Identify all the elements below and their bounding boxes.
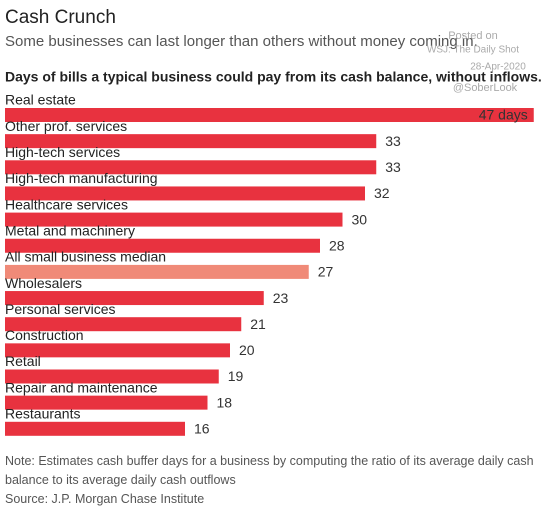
value-label: 28 [329, 237, 345, 253]
category-label: All small business median [5, 249, 166, 265]
bar [5, 238, 320, 253]
value-label: 33 [385, 133, 401, 149]
chart-title: Cash Crunch [5, 7, 116, 28]
category-label: Construction [5, 327, 84, 343]
category-label: Metal and machinery [5, 222, 135, 238]
category-label: Repair and maintenance [5, 379, 158, 395]
value-label: 20 [239, 342, 255, 358]
category-label: Real estate [5, 92, 76, 108]
bar [5, 421, 185, 436]
value-label: 23 [273, 290, 289, 306]
category-label: Healthcare services [5, 196, 128, 212]
category-label: High-tech manufacturing [5, 170, 158, 186]
bar [5, 134, 377, 149]
bar [5, 264, 309, 279]
bar [5, 186, 365, 201]
watermark: @SoberLook [453, 82, 518, 94]
category-label: Retail [5, 353, 41, 369]
value-label: 18 [217, 394, 233, 410]
value-label: 19 [228, 368, 244, 384]
bar [5, 395, 208, 410]
bar [5, 369, 219, 384]
bar [5, 212, 343, 227]
value-label: 47 days [479, 107, 528, 123]
category-label: Wholesalers [5, 275, 82, 291]
value-label: 21 [250, 316, 266, 332]
watermark: Posted on [448, 30, 498, 42]
chart-heading: Days of bills a typical business could p… [5, 69, 541, 85]
bar [5, 291, 264, 306]
category-label: Personal services [5, 301, 116, 317]
category-label: Restaurants [5, 406, 80, 422]
category-label: High-tech services [5, 144, 120, 160]
watermark: 28-Apr-2020 [470, 62, 526, 73]
category-label: Other prof. services [5, 118, 127, 134]
footer: Note: Estimates cash buffer days for a b… [5, 452, 535, 509]
bar [5, 108, 534, 122]
value-label: 33 [385, 159, 401, 175]
value-label: 30 [352, 211, 368, 227]
note: Note: Estimates cash buffer days for a b… [5, 454, 534, 487]
source: Source: J.P. Morgan Chase Institute [5, 492, 205, 506]
bar [5, 317, 242, 332]
value-label: 32 [374, 185, 390, 201]
bar [5, 343, 230, 358]
watermark: WSJ: The Daily Shot [427, 45, 519, 56]
chart-subtitle: Some businesses can last longer than oth… [5, 33, 478, 50]
value-label: 27 [318, 264, 334, 280]
bar [5, 160, 377, 175]
value-label: 16 [194, 421, 210, 437]
